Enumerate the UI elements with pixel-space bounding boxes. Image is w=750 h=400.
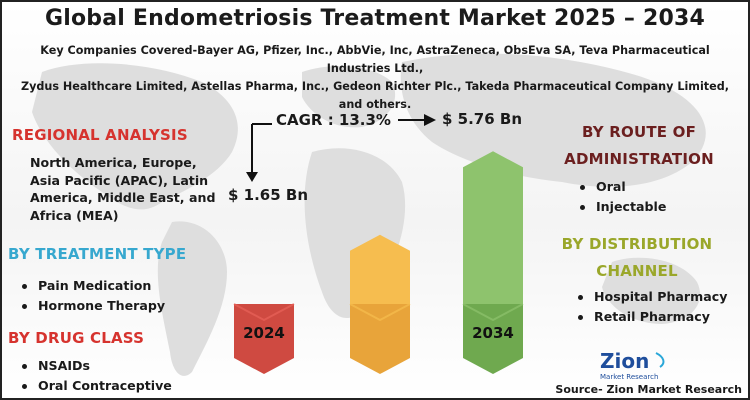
list-item: Oral Contraceptive — [14, 376, 172, 396]
route-of-administration-title: BY ROUTE OF ADMINISTRATION — [544, 119, 734, 173]
bar-base-2 — [463, 304, 523, 374]
regional-analysis-title: REGIONAL ANALYSIS — [12, 126, 188, 144]
cagr-arrows — [246, 114, 436, 182]
drug-class-list: NSAIDs Oral Contraceptive — [14, 356, 172, 396]
list-item: Retail Pharmacy — [570, 307, 727, 327]
distribution-channel-list: Hospital Pharmacy Retail Pharmacy — [570, 287, 727, 327]
list-item: Oral — [572, 177, 666, 197]
cagr-arrow-right-head — [424, 114, 436, 126]
bar-1 — [350, 234, 410, 304]
key-companies-line-1: Key Companies Covered-Bayer AG, Pfizer, … — [40, 44, 710, 75]
treatment-type-title: BY TREATMENT TYPE — [8, 245, 187, 263]
page-title: Global Endometriosis Treatment Market 20… — [44, 6, 706, 31]
list-item: Hospital Pharmacy — [570, 287, 727, 307]
source-credit: Source- Zion Market Research — [555, 383, 742, 396]
list-item: Hormone Therapy — [14, 296, 165, 316]
bar-base-1 — [350, 304, 410, 374]
bar-base-edge-0 — [233, 303, 295, 322]
bar-2 — [463, 151, 523, 304]
logo-tagline: Market Research — [600, 373, 658, 381]
distribution-title-line-1: BY DISTRIBUTION — [561, 235, 713, 253]
start-value-label: $ 1.65 Bn — [228, 186, 309, 204]
bar-base-edge-1 — [349, 303, 411, 322]
key-companies: Key Companies Covered-Bayer AG, Pfizer, … — [8, 42, 742, 114]
bar-year-label-2: 2034 — [472, 324, 514, 342]
cagr-label: CAGR : 13.3% — [276, 111, 391, 129]
bar-base-edge-2 — [462, 303, 524, 322]
route-title-line-2: ADMINISTRATION — [564, 150, 714, 168]
treatment-type-list: Pain Medication Hormone Therapy — [14, 276, 165, 316]
route-title-line-1: BY ROUTE OF — [581, 123, 697, 141]
list-item: NSAIDs — [14, 356, 172, 376]
end-value-label: $ 5.76 Bn — [442, 110, 523, 128]
bar-base-0 — [234, 304, 294, 374]
drug-class-title: BY DRUG CLASS — [8, 329, 145, 347]
route-of-administration-list: Oral Injectable — [572, 177, 666, 217]
list-item: Injectable — [572, 197, 666, 217]
list-item: Pain Medication — [14, 276, 165, 296]
logo-swoosh — [655, 352, 665, 368]
bar-year-label-0: 2024 — [243, 324, 285, 342]
regional-analysis-text: North America, Europe, Asia Pacific (APA… — [30, 155, 216, 223]
cagr-arrow-down-head — [246, 172, 258, 182]
logo-name: Zion — [600, 349, 649, 373]
distribution-channel-title: BY DISTRIBUTION CHANNEL — [542, 231, 732, 285]
zion-logo: Zion Market Research — [600, 349, 665, 381]
key-companies-line-2: Zydus Healthcare Limited, Astellas Pharm… — [21, 80, 729, 111]
distribution-title-line-2: CHANNEL — [596, 262, 678, 280]
